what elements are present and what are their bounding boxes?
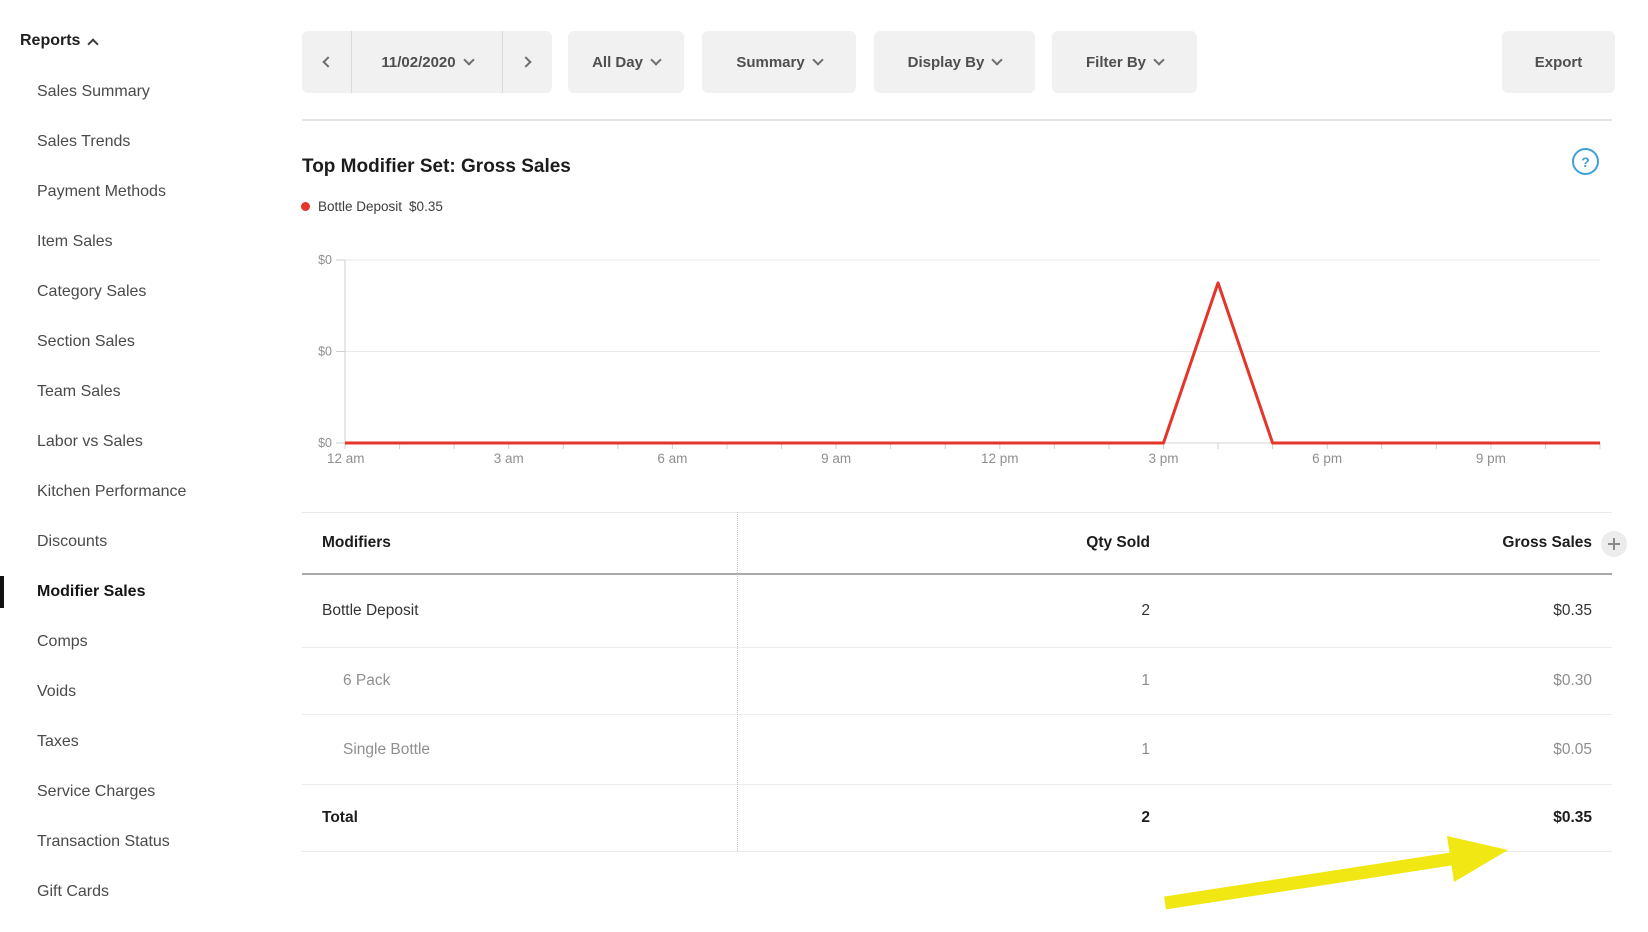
gross-sales-value: $0.35 [1553, 601, 1592, 619]
help-icon[interactable]: ? [1572, 148, 1599, 175]
table-header-row: Modifiers Qty Sold Gross Sales [302, 512, 1612, 574]
sidebar-item-team-sales[interactable]: Team Sales [37, 383, 121, 400]
table-bottom-border [302, 851, 1612, 852]
gross-sales-value: $0.30 [1553, 672, 1592, 689]
sidebar-item-comps[interactable]: Comps [37, 633, 88, 650]
table-row-6-pack: 6 Pack 1 $0.30 [302, 647, 1612, 714]
sidebar-item-payment-methods[interactable]: Payment Methods [37, 183, 166, 200]
date-value: 11/02/2020 [381, 53, 456, 71]
export-label: Export [1534, 53, 1583, 71]
sidebar-item-service-charges[interactable]: Service Charges [37, 783, 156, 800]
modifier-name: 6 Pack [343, 672, 391, 689]
filter-by-dropdown[interactable]: Filter By [1052, 31, 1197, 93]
sidebar-item-labor-vs-sales[interactable]: Labor vs Sales [37, 433, 143, 450]
table-row-single-bottle: Single Bottle 1 $0.05 [302, 714, 1612, 784]
column-header-modifiers[interactable]: Modifiers [322, 534, 391, 551]
chart-legend: Bottle Deposit $0.35 [301, 199, 443, 214]
reports-section-label: Reports [20, 32, 81, 49]
display-by-dropdown[interactable]: Display By [874, 31, 1035, 93]
export-button[interactable]: Export [1502, 31, 1615, 93]
sidebar-item-section-sales[interactable]: Section Sales [37, 333, 135, 350]
svg-text:3 am: 3 am [494, 451, 524, 466]
total-gross-sales-value: $0.35 [1553, 809, 1592, 826]
qty-sold-value: 1 [1141, 672, 1150, 689]
qty-sold-value: 1 [1141, 740, 1150, 758]
reports-sidebar: Reports Sales Summary Sales Trends Payment… [0, 0, 280, 932]
gross-sales-value: $0.05 [1553, 740, 1592, 758]
svg-text:12 pm: 12 pm [981, 451, 1019, 466]
sidebar-item-gift-cards[interactable]: Gift Cards [37, 883, 110, 900]
svg-text:9 am: 9 am [821, 451, 851, 466]
svg-text:$0: $0 [318, 345, 332, 359]
table-column-divider [737, 512, 738, 851]
display-by-label: Display By [907, 53, 985, 71]
add-column-button[interactable] [1601, 531, 1627, 557]
modifier-name: Bottle Deposit [322, 601, 419, 619]
question-mark-glyph: ? [1581, 153, 1590, 170]
sidebar-item-sales-summary[interactable]: Sales Summary [37, 83, 150, 100]
sidebar-item-modifier-sales[interactable]: Modifier Sales [0, 576, 145, 608]
table-top-border [302, 512, 1612, 513]
summary-dropdown[interactable]: Summary [702, 31, 856, 93]
qty-sold-value: 2 [1141, 809, 1150, 826]
table-header-border [302, 573, 1612, 575]
toolbar-divider [302, 119, 1612, 121]
svg-text:3 pm: 3 pm [1148, 451, 1178, 466]
qty-sold-value: 2 [1141, 601, 1150, 619]
sidebar-item-taxes[interactable]: Taxes [37, 733, 79, 750]
sidebar-item-voids[interactable]: Voids [37, 683, 77, 700]
modifier-name: Single Bottle [343, 740, 431, 758]
svg-text:$0: $0 [318, 436, 332, 450]
svg-text:9 pm: 9 pm [1476, 451, 1506, 466]
legend-dot-icon [301, 202, 310, 211]
sidebar-item-category-sales[interactable]: Category Sales [37, 283, 147, 300]
date-range-picker: 11/02/2020 [302, 31, 552, 93]
svg-text:6 pm: 6 pm [1312, 451, 1342, 466]
svg-text:6 am: 6 am [657, 451, 687, 466]
table-row-bottle-deposit: Bottle Deposit 2 $0.35 [302, 574, 1612, 647]
sidebar-section-reports[interactable]: Reports [20, 28, 100, 54]
all-day-label: All Day [592, 53, 643, 71]
column-header-qty-sold[interactable]: Qty Sold [1086, 534, 1150, 551]
sidebar-item-discounts[interactable]: Discounts [37, 533, 108, 550]
all-day-dropdown[interactable]: All Day [568, 31, 684, 93]
sidebar-item-transaction-status[interactable]: Transaction Status [37, 833, 170, 850]
column-header-gross-sales[interactable]: Gross Sales [1502, 534, 1592, 551]
svg-text:$0: $0 [318, 253, 332, 267]
sidebar-item-kitchen-performance[interactable]: Kitchen Performance [37, 483, 187, 500]
legend-series-label: Bottle Deposit [318, 199, 403, 214]
date-selector[interactable]: 11/02/2020 [351, 31, 503, 93]
filter-by-label: Filter By [1085, 53, 1146, 71]
sidebar-item-sales-trends[interactable]: Sales Trends [37, 133, 131, 150]
table-row-total: Total 2 $0.35 [302, 784, 1612, 851]
modifier-name: Total [322, 809, 358, 826]
chart-title: Top Modifier Set: Gross Sales [302, 156, 571, 177]
summary-label: Summary [736, 53, 805, 71]
gross-sales-line-chart: $0$0$012 am 3 am 6 am 9 am 12 pm 3 pm 6 pm 9 pm [318, 253, 1601, 466]
sidebar-item-item-sales[interactable]: Item Sales [37, 233, 113, 250]
svg-text:12 am: 12 am [327, 451, 365, 466]
legend-series-value: $0.35 [409, 199, 443, 214]
